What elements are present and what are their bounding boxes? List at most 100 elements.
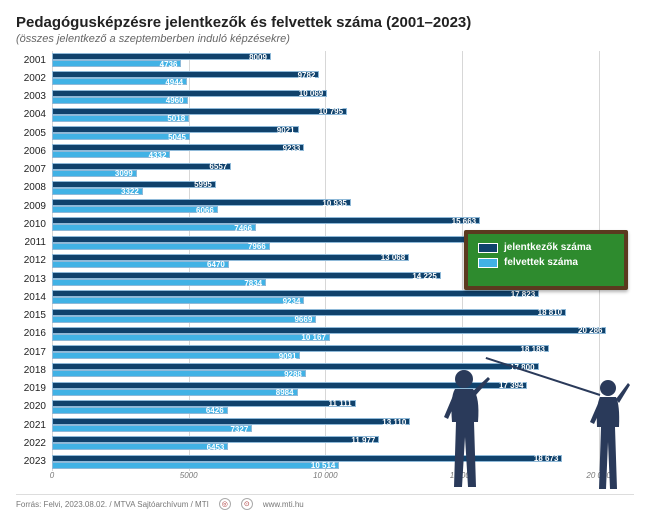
bar-value-felvettek: 7327 xyxy=(230,426,248,434)
bar-value-felvettek: 6453 xyxy=(207,444,225,452)
year-label: 2017 xyxy=(16,343,48,361)
bar-felvettek: 6426 xyxy=(52,407,228,414)
bar-felvettek: 7466 xyxy=(52,224,256,231)
year-label: 2010 xyxy=(16,215,48,233)
bar-row: 200859953322 xyxy=(52,179,626,197)
year-label: 2015 xyxy=(16,307,48,325)
year-label: 2016 xyxy=(16,325,48,343)
bar-value-felvettek: 9091 xyxy=(279,353,297,361)
bar-row: 202318 67310 514 xyxy=(52,453,626,471)
x-axis: 0500010 00015 00020 000 xyxy=(52,471,626,483)
bar-felvettek: 10 514 xyxy=(52,462,339,469)
bar-value-felvettek: 8984 xyxy=(276,389,294,397)
footer-url: www.mti.hu xyxy=(263,500,304,509)
bar-row: 200310 0694960 xyxy=(52,88,626,106)
bar-pair: 97824944 xyxy=(52,71,626,85)
year-label: 2020 xyxy=(16,398,48,416)
x-tick-label: 5000 xyxy=(180,471,198,480)
year-label: 2012 xyxy=(16,252,48,270)
bar-row: 200910 9356066 xyxy=(52,197,626,215)
bar-felvettek: 4944 xyxy=(52,78,187,85)
bar-value-felvettek: 10 514 xyxy=(311,462,335,470)
bar-felvettek: 4736 xyxy=(52,60,181,67)
bar-pair: 10 9356066 xyxy=(52,199,626,213)
bar-value-felvettek: 4960 xyxy=(166,97,184,105)
year-label: 2011 xyxy=(16,234,48,252)
bar-value-felvettek: 9288 xyxy=(284,371,302,379)
bar-value-jelentkezok: 10 795 xyxy=(319,108,343,116)
legend-label-felvettek: felvettek száma xyxy=(504,257,578,268)
bar-felvettek: 4332 xyxy=(52,151,170,158)
bar-pair: 13 110 7327 xyxy=(52,418,626,432)
year-label: 2006 xyxy=(16,142,48,160)
bar-jelentkezok: 18 183 xyxy=(52,345,549,352)
bar-felvettek: 9234 xyxy=(52,297,304,304)
bar-value-jelentkezok: 10 935 xyxy=(322,200,346,208)
footer-logo-icon: ◎ xyxy=(219,498,231,510)
bar-pair: 10 0694960 xyxy=(52,90,626,104)
year-label: 2004 xyxy=(16,106,48,124)
bar-felvettek: 8984 xyxy=(52,389,298,396)
year-label: 2013 xyxy=(16,270,48,288)
bar-row: 201518 8109669 xyxy=(52,307,626,325)
bar-pair: 11 9776453 xyxy=(52,436,626,450)
bar-value-jelentkezok: 20 286 xyxy=(578,327,602,335)
year-label: 2007 xyxy=(16,161,48,179)
year-label: 2002 xyxy=(16,69,48,87)
bar-pair: 90215045 xyxy=(52,126,626,140)
bar-row: 200410 7955018 xyxy=(52,106,626,124)
bar-value-jelentkezok: 5995 xyxy=(194,181,212,189)
bar-pair: 18 67310 514 xyxy=(52,455,626,469)
bar-pair: 17 3948984 xyxy=(52,382,626,396)
bar-row: 202113 1107327 xyxy=(52,416,626,434)
chart-container: Pedagógusképzésre jelentkezők és felvett… xyxy=(0,0,650,514)
bar-felvettek: 6453 xyxy=(52,443,228,450)
bar-value-felvettek: 3099 xyxy=(115,170,133,178)
bar-row: 200692334332 xyxy=(52,142,626,160)
bar-felvettek: 10 167 xyxy=(52,334,330,341)
bar-felvettek: 7834 xyxy=(52,279,266,286)
legend-swatch-light xyxy=(478,258,498,268)
x-tick-label: 10 000 xyxy=(313,471,337,480)
bar-value-jelentkezok: 18 810 xyxy=(538,309,562,317)
year-label: 2023 xyxy=(16,453,48,471)
legend-box: jelentkezők száma felvettek száma xyxy=(464,230,628,290)
bar-row: 201718 1839091 xyxy=(52,343,626,361)
bar-value-felvettek: 6470 xyxy=(207,261,225,269)
bar-value-felvettek: 4332 xyxy=(149,152,167,160)
bar-felvettek: 4960 xyxy=(52,97,188,104)
bar-pair: 10 795 5018 xyxy=(52,108,626,122)
bar-jelentkezok: 10 935 xyxy=(52,199,351,206)
bar-jelentkezok: 10 069 xyxy=(52,90,327,97)
bar-felvettek: 7327 xyxy=(52,425,252,432)
bar-pair: 18 1839091 xyxy=(52,345,626,359)
bar-value-felvettek: 4944 xyxy=(165,79,183,87)
bar-jelentkezok: 13 068 xyxy=(52,254,409,261)
bar-value-felvettek: 6426 xyxy=(206,407,224,415)
bar-value-jelentkezok: 13 110 xyxy=(382,419,406,427)
bar-jelentkezok: 8009 xyxy=(52,53,271,60)
bar-row: 201417 8239234 xyxy=(52,288,626,306)
bar-pair: 5995 3322 xyxy=(52,181,626,195)
bar-pair: 18 810 9669 xyxy=(52,309,626,323)
bar-row: 202011 1116426 xyxy=(52,398,626,416)
bar-value-felvettek: 3322 xyxy=(121,188,139,196)
bar-value-felvettek: 9234 xyxy=(283,298,301,306)
bar-value-jelentkezok: 6557 xyxy=(209,163,227,171)
bar-pair: 9233 4332 xyxy=(52,144,626,158)
footer: Forrás: Felvi, 2023.08.02. / MTVA Sajtóa… xyxy=(16,494,634,510)
bar-felvettek: 7966 xyxy=(52,243,270,250)
bar-felvettek: 5018 xyxy=(52,115,189,122)
legend-label-jelentkezok: jelentkezők száma xyxy=(504,242,591,253)
bar-jelentkezok: 16 246 xyxy=(52,236,496,243)
bar-felvettek: 9669 xyxy=(52,316,316,323)
bar-row: 202211 9776453 xyxy=(52,434,626,452)
bar-felvettek: 9288 xyxy=(52,370,306,377)
bar-pair: 80094736 xyxy=(52,53,626,67)
bar-jelentkezok: 6557 xyxy=(52,163,231,170)
year-label: 2001 xyxy=(16,51,48,69)
bar-value-jelentkezok: 9233 xyxy=(283,145,301,153)
bar-value-felvettek: 4736 xyxy=(160,61,178,69)
bar-jelentkezok: 15 663 xyxy=(52,217,480,224)
year-label: 2008 xyxy=(16,179,48,197)
